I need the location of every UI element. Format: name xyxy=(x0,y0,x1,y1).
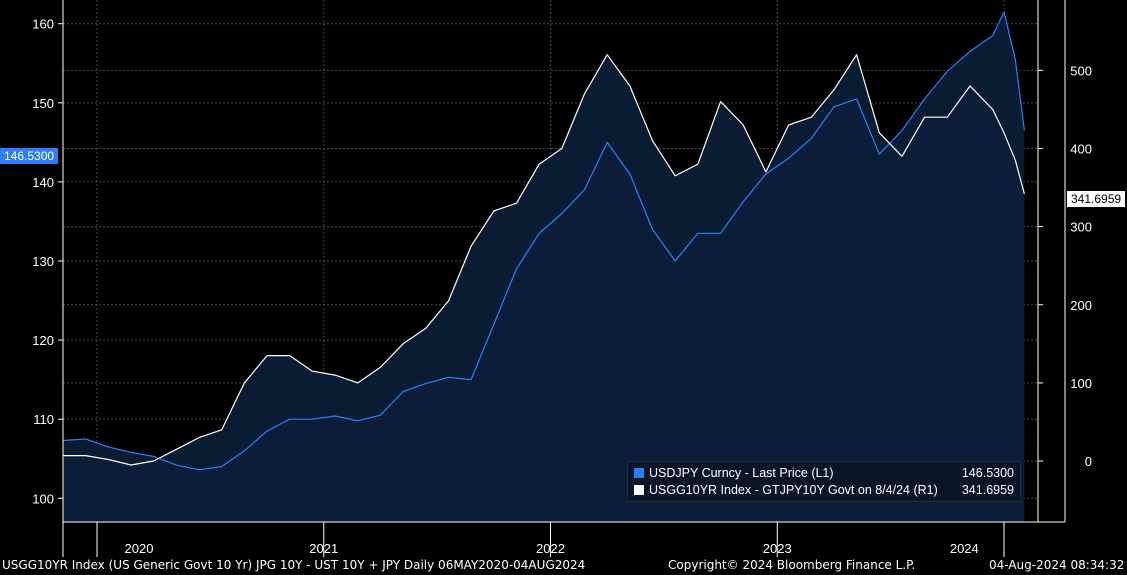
legend-entry-usdjpy: USDJPY Curncy - Last Price (L1) 146.5300 xyxy=(634,465,1014,481)
y-left-label-140: 140 xyxy=(32,175,54,190)
y-axis-left-labels: 100 110 120 130 140 150 160 xyxy=(32,17,54,507)
area-fills xyxy=(63,11,1025,523)
axes xyxy=(58,0,1066,557)
y-left-label-120: 120 xyxy=(32,333,54,348)
legend-swatch-blue xyxy=(634,468,644,478)
series-line-0 xyxy=(62,11,1025,471)
x-axis-labels: 2020 2021 2022 2023 2024 xyxy=(125,541,979,556)
y-left-label-100: 100 xyxy=(32,491,54,506)
chart-legend: USDJPY Curncy - Last Price (L1) 146.5300… xyxy=(627,461,1021,502)
series-line-1 xyxy=(63,54,1025,466)
footer-description: USGG10YR Index (US Generic Govt 10 Yr) J… xyxy=(2,558,586,572)
y-axis-right-labels: 0 100 200 300 400 500 xyxy=(1070,63,1092,469)
y-right-label-100: 100 xyxy=(1070,376,1092,391)
y-left-label-160: 160 xyxy=(32,17,54,32)
x-label-2021: 2021 xyxy=(309,541,338,556)
legend-label-spread: USGG10YR Index - GTJPY10Y Govt on 8/4/24… xyxy=(649,483,938,497)
x-label-2024: 2024 xyxy=(950,541,979,556)
legend-label-usdjpy: USDJPY Curncy - Last Price (L1) xyxy=(649,466,834,480)
legend-value-spread: 341.6959 xyxy=(961,483,1014,497)
legend-swatch-white xyxy=(634,485,644,495)
y-right-label-400: 400 xyxy=(1070,141,1092,156)
y-right-label-200: 200 xyxy=(1070,298,1092,313)
legend-entry-spread: USGG10YR Index - GTJPY10Y Govt on 8/4/24… xyxy=(634,482,1014,498)
y-left-label-110: 110 xyxy=(33,412,54,427)
x-label-2020: 2020 xyxy=(125,541,154,556)
x-label-2022: 2022 xyxy=(536,541,565,556)
y-right-label-0: 0 xyxy=(1085,454,1092,469)
legend-value-usdjpy: 146.5300 xyxy=(961,466,1014,480)
left-last-price-tag: 146.5300 xyxy=(0,148,59,164)
y-left-label-130: 130 xyxy=(32,254,54,269)
x-label-2023: 2023 xyxy=(763,541,792,556)
footer-copyright: Copyright© 2024 Bloomberg Finance L.P. xyxy=(668,558,916,572)
area-fill-series-1 xyxy=(63,54,1025,522)
series-lines xyxy=(62,11,1025,471)
footer-timestamp: 04-Aug-2024 08:34:32 xyxy=(989,558,1125,572)
y-right-label-300: 300 xyxy=(1070,220,1092,235)
right-last-price-tag: 341.6959 xyxy=(1067,191,1126,207)
y-left-label-150: 150 xyxy=(32,96,54,111)
y-right-label-500: 500 xyxy=(1070,63,1092,78)
